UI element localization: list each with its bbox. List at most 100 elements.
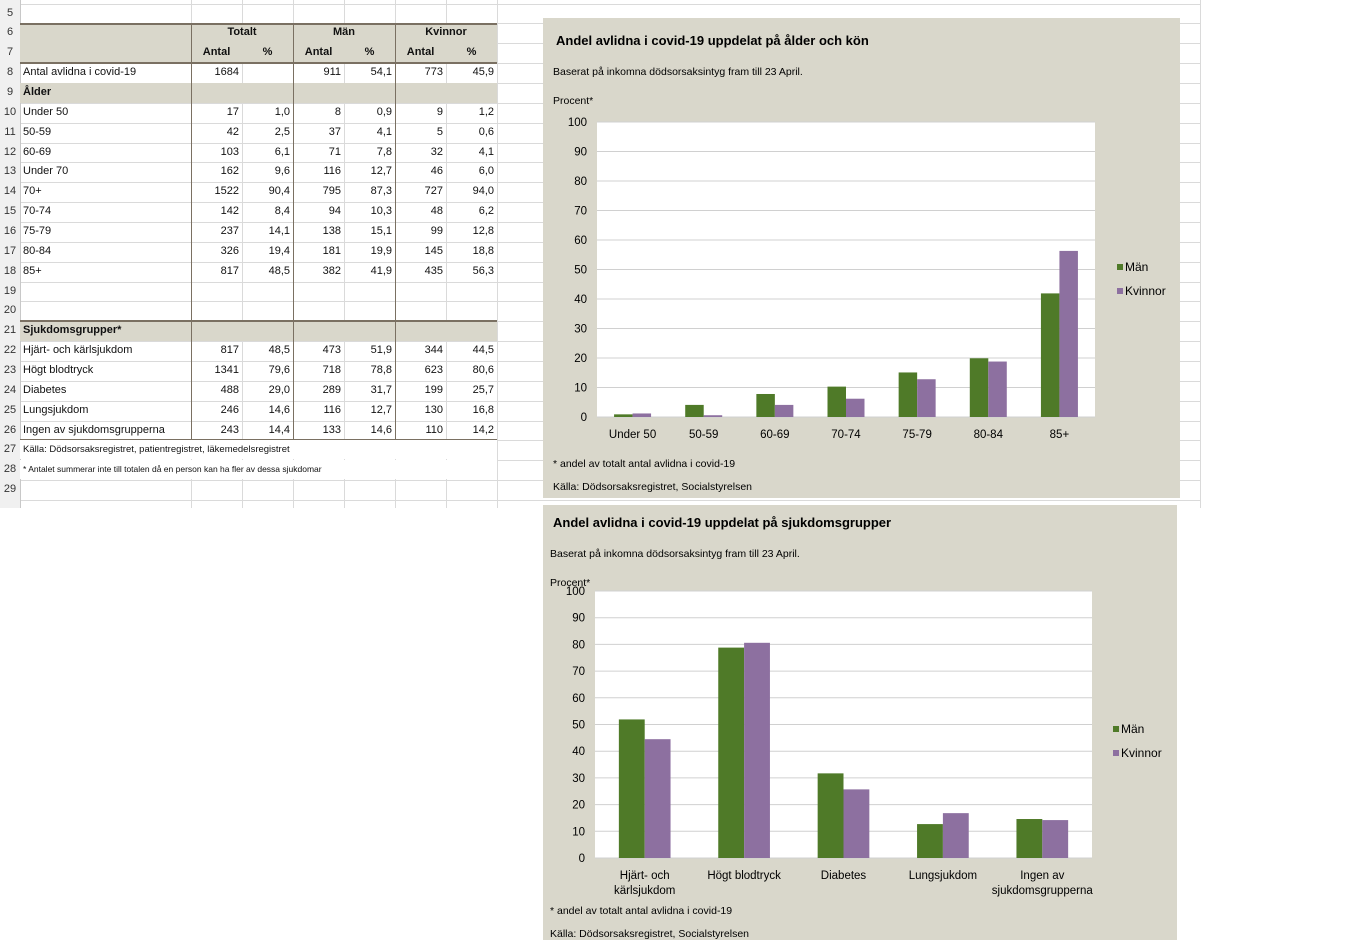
data-cell[interactable]: 133 xyxy=(322,423,341,436)
data-cell[interactable]: 1,2 xyxy=(478,105,494,118)
data-cell[interactable]: 4,1 xyxy=(376,125,392,138)
row-header[interactable]: 23 xyxy=(3,363,17,376)
data-cell[interactable]: 130 xyxy=(424,403,443,416)
data-cell[interactable]: 116 xyxy=(323,165,341,178)
bar-män[interactable] xyxy=(1040,293,1060,417)
row-header[interactable]: 18 xyxy=(3,264,17,277)
data-cell[interactable]: 911 xyxy=(323,66,341,79)
bar-män[interactable] xyxy=(1016,819,1043,858)
data-cell[interactable]: 45,9 xyxy=(472,66,494,79)
data-cell[interactable]: 51,9 xyxy=(370,344,392,357)
row-header[interactable]: 19 xyxy=(3,284,17,297)
data-cell[interactable]: 18,8 xyxy=(472,244,494,257)
row-header[interactable]: 17 xyxy=(3,244,17,257)
bar-kvinnor[interactable] xyxy=(843,789,870,858)
data-cell[interactable]: 79,6 xyxy=(268,363,290,376)
data-cell[interactable]: 8 xyxy=(334,105,341,118)
row-header[interactable]: 9 xyxy=(6,85,14,98)
source-note[interactable]: Källa: Dödsorsaksregistret, patientregis… xyxy=(20,440,497,460)
data-cell[interactable]: 9,6 xyxy=(274,165,290,178)
row-header[interactable]: 14 xyxy=(3,185,17,198)
bar-män[interactable] xyxy=(614,414,633,417)
data-cell[interactable]: 48 xyxy=(430,205,443,218)
data-cell[interactable]: 246 xyxy=(220,403,239,416)
row-label[interactable]: 70+ xyxy=(23,185,42,198)
data-cell[interactable]: 103 xyxy=(220,145,239,158)
row-header[interactable]: 13 xyxy=(3,165,17,178)
row-header[interactable]: 20 xyxy=(3,304,17,317)
bar-kvinnor[interactable] xyxy=(988,361,1007,417)
data-cell[interactable]: 31,7 xyxy=(370,383,392,396)
data-cell[interactable]: 289 xyxy=(322,383,341,396)
data-cell[interactable]: 817 xyxy=(220,264,239,277)
chart-disease-groups[interactable]: Andel avlidna i covid-19 uppdelat på sju… xyxy=(543,505,1177,940)
row-header[interactable]: 26 xyxy=(3,423,17,436)
data-cell[interactable]: 473 xyxy=(322,344,341,357)
data-cell[interactable]: 6,1 xyxy=(274,145,290,158)
data-cell[interactable]: 382 xyxy=(322,264,341,277)
data-cell[interactable]: 4,1 xyxy=(478,145,494,158)
row-label[interactable]: Under 50 xyxy=(23,105,69,118)
row-header[interactable]: 10 xyxy=(3,105,17,118)
data-cell[interactable]: 80,6 xyxy=(472,363,494,376)
data-cell[interactable]: 0,9 xyxy=(376,105,392,118)
chart-age-gender[interactable]: Andel avlidna i covid-19 uppdelat på åld… xyxy=(543,18,1180,498)
row-header[interactable]: 5 xyxy=(6,6,14,19)
data-cell[interactable]: 94,0 xyxy=(472,185,494,198)
row-label[interactable]: 85+ xyxy=(23,264,42,277)
data-cell[interactable]: 6,2 xyxy=(478,205,494,218)
data-cell[interactable]: 817 xyxy=(220,344,239,357)
data-cell[interactable]: 145 xyxy=(424,244,443,257)
row-header[interactable]: 29 xyxy=(3,483,17,496)
row-header[interactable]: 16 xyxy=(3,224,17,237)
data-cell[interactable]: 12,7 xyxy=(370,165,392,178)
row-header[interactable]: 25 xyxy=(3,403,17,416)
bar-män[interactable] xyxy=(917,824,943,858)
data-cell[interactable]: 14,6 xyxy=(268,403,290,416)
data-cell[interactable]: 116 xyxy=(323,403,341,416)
footnote[interactable]: * Antalet summerar inte till totalen då … xyxy=(20,460,497,480)
data-cell[interactable]: 773 xyxy=(424,66,443,79)
bar-män[interactable] xyxy=(718,647,745,858)
data-cell[interactable]: 110 xyxy=(425,423,443,436)
row-label[interactable]: Under 70 xyxy=(23,165,69,178)
data-cell[interactable]: 14,1 xyxy=(268,224,290,237)
data-cell[interactable]: 344 xyxy=(424,344,443,357)
data-cell[interactable]: 0,6 xyxy=(478,125,494,138)
data-cell[interactable]: 181 xyxy=(322,244,341,257)
data-cell[interactable]: 10,3 xyxy=(370,205,392,218)
data-cell[interactable]: 15,1 xyxy=(370,224,392,237)
bar-kvinnor[interactable] xyxy=(846,398,865,417)
row-label[interactable]: Hjärt- och kärlsjukdom xyxy=(23,344,133,357)
row-header[interactable]: 22 xyxy=(3,344,17,357)
data-cell[interactable]: 623 xyxy=(424,363,443,376)
row-label[interactable]: Lungsjukdom xyxy=(23,403,89,416)
row-label[interactable]: 80-84 xyxy=(23,244,52,257)
data-cell[interactable]: 41,9 xyxy=(370,264,392,277)
data-cell[interactable]: 14,2 xyxy=(472,423,494,436)
data-cell[interactable]: 48,5 xyxy=(268,264,290,277)
data-cell[interactable]: 16,8 xyxy=(472,403,494,416)
data-cell[interactable]: 14,4 xyxy=(268,423,290,436)
data-cell[interactable]: 42 xyxy=(226,125,239,138)
data-cell[interactable]: 94 xyxy=(328,205,341,218)
bar-män[interactable] xyxy=(898,372,918,417)
bar-män[interactable] xyxy=(817,773,844,858)
row-header[interactable]: 28 xyxy=(3,463,17,476)
row-label[interactable]: Antal avlidna i covid-19 xyxy=(23,66,137,79)
data-cell[interactable]: 7,8 xyxy=(376,145,392,158)
data-cell[interactable]: 17 xyxy=(226,105,239,118)
row-header[interactable]: 8 xyxy=(6,66,14,79)
data-cell[interactable]: 71 xyxy=(328,145,341,158)
bar-kvinnor[interactable] xyxy=(942,813,969,858)
bar-kvinnor[interactable] xyxy=(917,379,936,417)
data-cell[interactable]: 1522 xyxy=(214,185,239,198)
data-cell[interactable]: 90,4 xyxy=(268,185,290,198)
bar-kvinnor[interactable] xyxy=(703,415,723,417)
row-label[interactable]: Sjukdomsgrupper* xyxy=(23,324,122,337)
data-cell[interactable]: 56,3 xyxy=(472,264,494,277)
data-cell[interactable]: 2,5 xyxy=(274,125,290,138)
data-cell[interactable]: 99 xyxy=(430,224,443,237)
bar-kvinnor[interactable] xyxy=(1059,250,1078,417)
row-header[interactable]: 6 xyxy=(6,26,14,39)
